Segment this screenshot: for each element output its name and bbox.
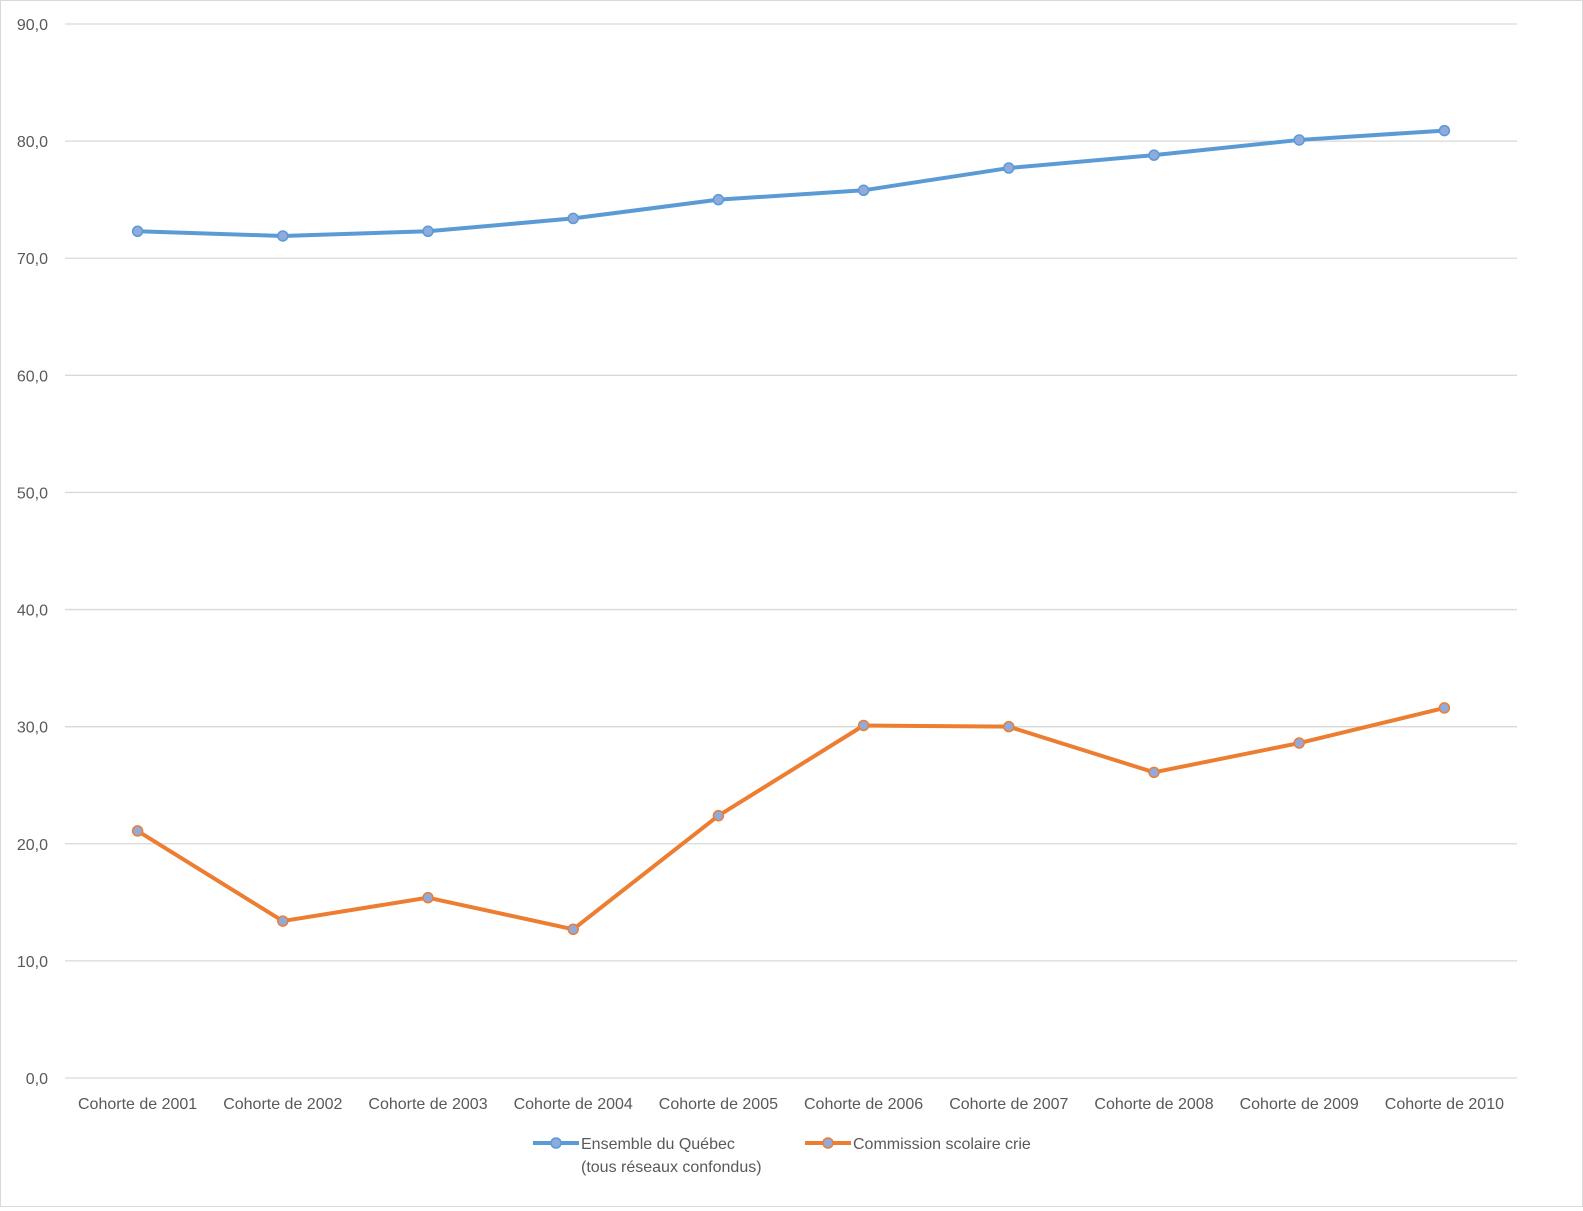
x-tick-label: Cohorte de 2009 (1240, 1096, 1359, 1113)
data-point (712, 193, 725, 206)
data-point (857, 184, 870, 197)
y-tick-label: 80,0 (17, 134, 48, 151)
y-tick-label: 10,0 (17, 954, 48, 971)
data-point (1148, 766, 1160, 779)
legend: Ensemble du Québec (tous réseaux confondu… (533, 1136, 1031, 1176)
x-tick-label: Cohorte de 2005 (659, 1096, 778, 1113)
y-tick-label: 90,0 (17, 17, 48, 34)
y-tick-label: 0,0 (26, 1071, 48, 1088)
legend-label: Commission scolaire crie (853, 1136, 1031, 1153)
x-tick-label: Cohorte de 2007 (949, 1096, 1068, 1113)
gridlines (65, 23, 1517, 1079)
data-point (1438, 124, 1451, 137)
legend-label: (tous réseaux confondus) (581, 1159, 762, 1176)
x-tick-label: Cohorte de 2003 (368, 1096, 487, 1113)
y-tick-label: 40,0 (17, 603, 48, 620)
y-tick-label: 30,0 (17, 720, 48, 737)
data-point (1003, 720, 1015, 733)
x-tick-label: Cohorte de 2004 (514, 1096, 633, 1113)
data-point (712, 809, 725, 822)
x-tick-label: Cohorte de 2006 (804, 1096, 923, 1113)
x-tick-label: Cohorte de 2002 (223, 1096, 342, 1113)
series-lines (131, 124, 1451, 936)
data-point (1438, 702, 1451, 714)
data-point (1293, 134, 1305, 146)
data-point (1148, 149, 1160, 161)
data-point (1003, 162, 1015, 174)
data-point (857, 719, 870, 732)
y-tick-label: 60,0 (17, 368, 48, 385)
x-tick-label: Cohorte de 2010 (1385, 1096, 1504, 1113)
y-tick-label: 20,0 (17, 837, 48, 854)
y-tick-label: 50,0 (17, 485, 48, 502)
series-line-0 (135, 128, 1447, 238)
data-point (277, 230, 289, 242)
legend-swatch-marker (822, 1137, 834, 1149)
series-line-1 (135, 705, 1447, 932)
data-point (1293, 737, 1305, 749)
data-point (422, 891, 434, 904)
legend-label: Ensemble du Québec (581, 1136, 735, 1153)
data-point (131, 825, 144, 837)
y-tick-label: 70,0 (17, 251, 48, 268)
x-tick-label: Cohorte de 2008 (1094, 1096, 1213, 1113)
legend-swatch-marker (550, 1137, 562, 1149)
data-point (567, 212, 579, 225)
data-point (131, 225, 144, 238)
data-point (277, 915, 289, 927)
y-axis-tick-labels: 0,0 10,0 20,0 30,0 40,0 50,0 60,0 70,0 80,0 90,0 (17, 17, 48, 1088)
x-axis-tick-labels: Cohorte de 2001 Cohorte de 2002 Cohorte de… (78, 1096, 1504, 1113)
data-point (567, 923, 579, 936)
x-tick-label: Cohorte de 2001 (78, 1096, 197, 1113)
data-point (422, 225, 434, 238)
